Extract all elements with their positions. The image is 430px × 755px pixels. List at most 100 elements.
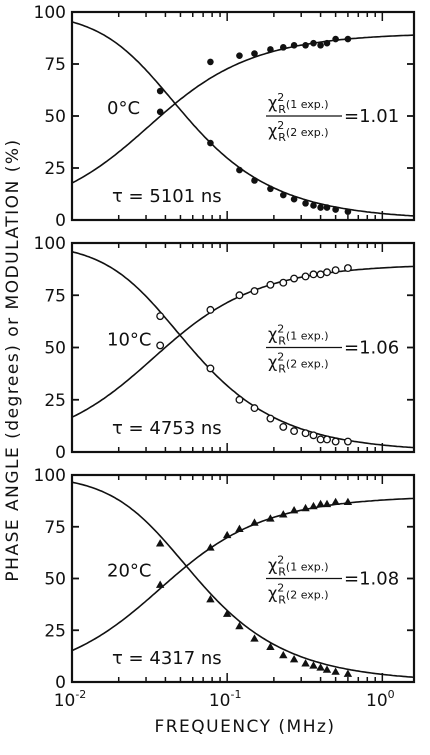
modulation-data-point (156, 341, 165, 350)
lifetime-label: τ = 4753 ns (112, 418, 222, 439)
phase-data-point (156, 312, 165, 321)
phase-data-point (302, 41, 309, 49)
phase-data-point (290, 41, 298, 49)
phase-data-point (206, 305, 215, 314)
phase-data-point (317, 41, 324, 49)
temperature-label: 0°C (107, 98, 140, 119)
phase-data-point (331, 266, 340, 275)
phase-data-point (267, 46, 274, 53)
phase-data-point (251, 50, 258, 57)
phase-data-point (301, 503, 310, 512)
phase-data-point (279, 44, 287, 51)
y-tick-label: 100 (34, 3, 66, 23)
chi-square-numerator: χ2 R(1 exp.) (268, 91, 329, 116)
phase-data-point (279, 510, 288, 518)
x-tick-label: 10-2 (54, 688, 87, 711)
phase-data-point (290, 274, 299, 283)
modulation-data-point (235, 395, 244, 404)
phase-data-point (156, 87, 164, 95)
temperature-label: 20°C (107, 561, 151, 582)
modulation-fit-curve (71, 481, 415, 678)
y-tick-label: 0 (55, 211, 66, 231)
lifetime-label: τ = 5101 ns (112, 186, 222, 207)
modulation-data-point (310, 202, 317, 209)
modulation-data-point (343, 437, 352, 446)
y-tick-label: 0 (55, 443, 66, 463)
modulation-data-point (344, 208, 352, 215)
phase-data-point (301, 272, 310, 281)
phase-data-point (235, 524, 244, 532)
phase-data-point (235, 291, 244, 300)
modulation-data-point (323, 204, 331, 211)
modulation-data-point (332, 206, 339, 213)
modulation-data-point (309, 431, 318, 440)
y-tick-label: 75 (44, 55, 66, 75)
panel-2: 0 25 50 75 100 10°C τ = 4753 ns χ2 R(1 exp.) χ2 R(… (34, 234, 416, 463)
modulation-data-point (316, 663, 325, 671)
modulation-data-point (279, 650, 288, 659)
y-tick-label: 0 (55, 673, 66, 693)
phase-data-point (343, 497, 353, 506)
chi-square-denominator: χ2 R(2 exp.) (268, 351, 329, 376)
modulation-data-point (290, 195, 298, 203)
modulation-data-point (250, 634, 259, 642)
phase-data-point (332, 35, 339, 43)
modulation-data-point (301, 659, 310, 667)
modulation-data-point (250, 404, 259, 413)
modulation-data-point (316, 435, 325, 444)
modulation-data-point (331, 667, 340, 675)
modulation-data-point (207, 139, 214, 147)
phase-data-point (322, 499, 332, 508)
phase-fit-curve (71, 34, 415, 184)
phase-data-point (206, 543, 215, 551)
modulation-data-point (206, 595, 215, 603)
modulation-data-point (266, 414, 275, 423)
phase-data-point (279, 278, 288, 287)
modulation-data-point (343, 669, 353, 677)
phase-data-point (250, 287, 259, 296)
phase-data-point (155, 580, 165, 588)
modulation-data-point (267, 185, 274, 193)
modulation-data-point (279, 422, 288, 431)
phase-data-point (323, 39, 331, 47)
modulation-data-point (279, 191, 287, 199)
panel-3: 0 25 50 75 100 10-2 10-1 100 20°C τ = 4317 ns χ2 R(… (34, 466, 416, 711)
y-tick-label: 75 (44, 286, 66, 306)
modulation-data-point (289, 655, 299, 663)
y-axis-title: PHASE ANGLE (degrees) or MODULATION (%) (3, 138, 23, 581)
phase-data-point (266, 514, 275, 522)
y-tick-label: 25 (44, 159, 66, 179)
modulation-data-point (323, 435, 331, 444)
y-tick-label: 50 (44, 339, 66, 359)
modulation-data-point (302, 200, 309, 207)
phase-data-point (250, 518, 259, 526)
modulation-data-point (155, 539, 165, 547)
y-tick-label: 100 (34, 466, 66, 486)
y-tick-label: 100 (34, 234, 66, 254)
phase-data-point (309, 501, 318, 510)
modulation-data-point (266, 642, 275, 650)
chi-square-ratio-value: =1.08 (344, 569, 399, 590)
y-tick-label: 25 (44, 621, 66, 641)
phase-data-point (310, 39, 317, 47)
y-tick-label: 75 (44, 518, 66, 538)
modulation-data-point (251, 177, 258, 184)
modulation-data-point (322, 665, 332, 673)
x-tick-label: 100 (366, 688, 395, 711)
panel-1: 0 25 50 75 100 0°C τ = 5101 ns χ2 R(1 exp.) χ2 R(2… (34, 3, 416, 231)
phase-data-point (289, 505, 299, 514)
x-tick-label: 10-1 (209, 688, 242, 711)
modulation-data-point (331, 437, 340, 446)
phase-data-point (316, 499, 325, 508)
chi-square-ratio-value: =1.06 (344, 338, 399, 359)
chi-square-numerator: χ2 R(1 exp.) (268, 554, 329, 579)
modulation-data-point (235, 621, 244, 630)
chi-square-denominator: χ2 R(2 exp.) (268, 119, 329, 144)
y-tick-label: 50 (44, 107, 66, 127)
lifetime-label: τ = 4317 ns (112, 648, 222, 669)
phase-data-point (222, 530, 232, 539)
modulation-data-point (156, 108, 164, 116)
y-tick-label: 25 (44, 391, 66, 411)
